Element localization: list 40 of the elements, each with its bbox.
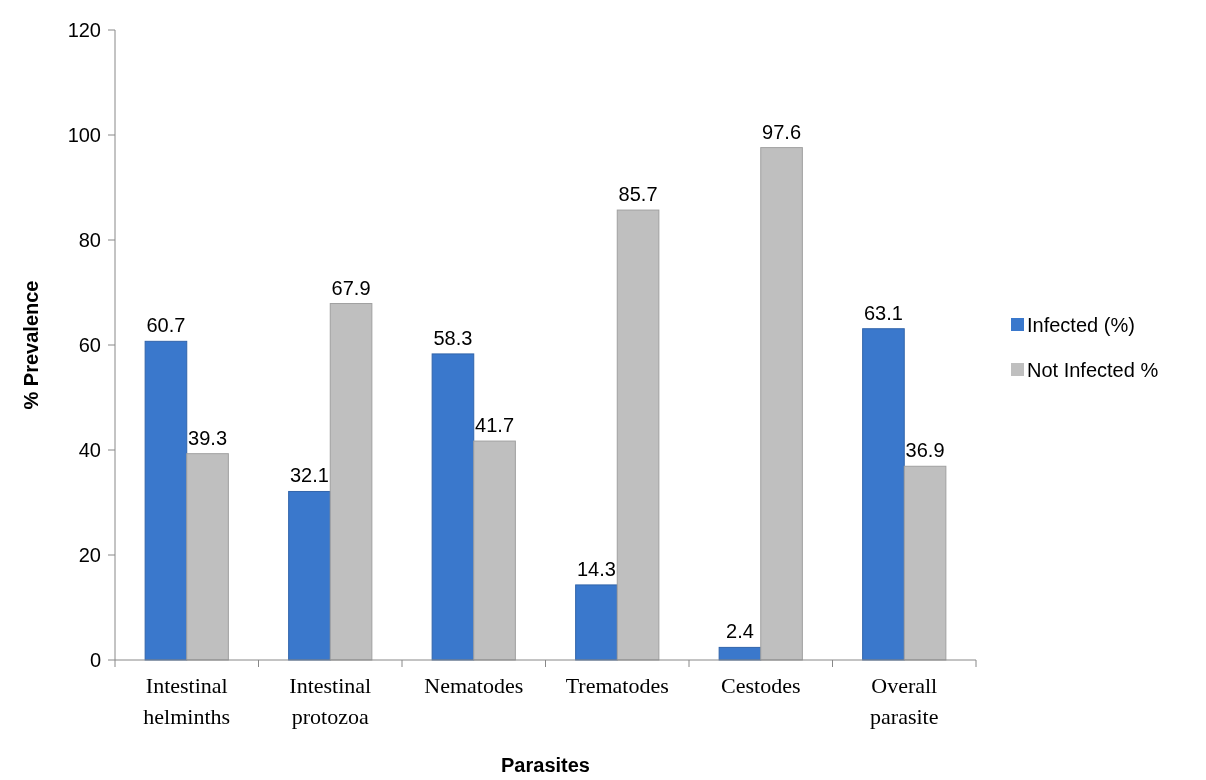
data-label: 39.3 [188,426,228,449]
x-tick-label: Trematodes [565,673,669,698]
data-label: 36.9 [905,439,945,462]
bar [575,584,618,661]
y-tick-label: 40 [78,439,101,461]
data-label: 2.4 [726,620,754,643]
y-axis-title: % Prevalence [20,280,42,410]
legend-label: Infected (%) [1027,314,1135,336]
y-tick-label: 0 [89,649,101,671]
data-label: 85.7 [618,183,658,206]
data-label: 60.7 [146,314,186,337]
x-axis-title: Parasites [501,754,590,776]
data-label: 67.9 [331,276,371,299]
y-tick-label: 20 [78,544,101,566]
data-label: 14.3 [576,557,616,580]
x-tick-label: Cestodes [721,673,801,698]
y-tick-label: 60 [78,334,101,356]
x-tick-label: Intestinal helminths [143,673,231,729]
data-label: 97.6 [762,120,802,143]
x-tick-label: Intestinal protozoa [289,673,372,729]
data-label: 41.7 [475,414,515,437]
data-label: 32.1 [289,464,329,487]
y-tick-label: 100 [67,124,101,146]
data-label: 63.1 [863,301,903,324]
bar [473,440,516,661]
y-tick-label: 80 [78,229,101,251]
x-tick-label: Nematodes [424,673,524,698]
bar [616,209,660,661]
bar [862,328,905,661]
bar [431,353,475,661]
bar [329,303,373,661]
bar [186,453,229,661]
bar [144,340,188,661]
x-tick-label: Overall parasite [870,673,939,729]
data-label: 58.3 [433,326,473,349]
legend-label: Not Infected % [1027,359,1159,381]
y-tick-label: 120 [67,19,101,41]
bar [903,465,947,661]
bar [288,490,331,661]
bar [760,147,803,661]
